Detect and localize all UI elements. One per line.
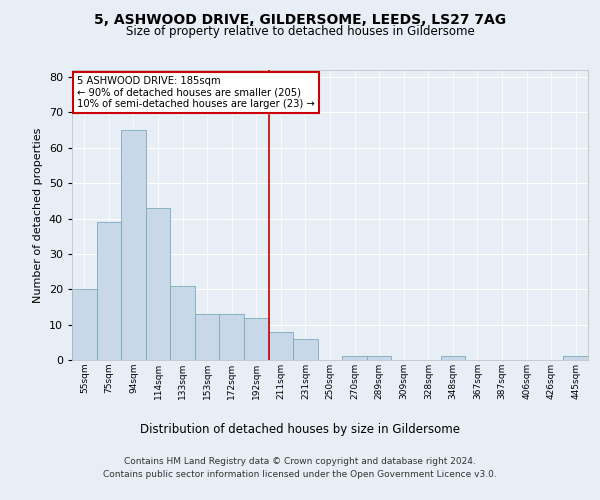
Bar — [170, 286, 195, 360]
Bar — [440, 356, 465, 360]
Bar — [293, 339, 318, 360]
Bar — [121, 130, 146, 360]
Y-axis label: Number of detached properties: Number of detached properties — [33, 128, 43, 302]
Bar — [244, 318, 269, 360]
Text: Contains public sector information licensed under the Open Government Licence v3: Contains public sector information licen… — [103, 470, 497, 479]
Bar — [220, 314, 244, 360]
Bar — [72, 290, 97, 360]
Bar — [367, 356, 391, 360]
Text: 5, ASHWOOD DRIVE, GILDERSOME, LEEDS, LS27 7AG: 5, ASHWOOD DRIVE, GILDERSOME, LEEDS, LS2… — [94, 12, 506, 26]
Bar — [563, 356, 588, 360]
Text: 5 ASHWOOD DRIVE: 185sqm
← 90% of detached houses are smaller (205)
10% of semi-d: 5 ASHWOOD DRIVE: 185sqm ← 90% of detache… — [77, 76, 315, 109]
Bar — [269, 332, 293, 360]
Text: Contains HM Land Registry data © Crown copyright and database right 2024.: Contains HM Land Registry data © Crown c… — [124, 458, 476, 466]
Bar — [342, 356, 367, 360]
Text: Size of property relative to detached houses in Gildersome: Size of property relative to detached ho… — [125, 25, 475, 38]
Bar — [97, 222, 121, 360]
Text: Distribution of detached houses by size in Gildersome: Distribution of detached houses by size … — [140, 422, 460, 436]
Bar — [195, 314, 220, 360]
Bar — [146, 208, 170, 360]
